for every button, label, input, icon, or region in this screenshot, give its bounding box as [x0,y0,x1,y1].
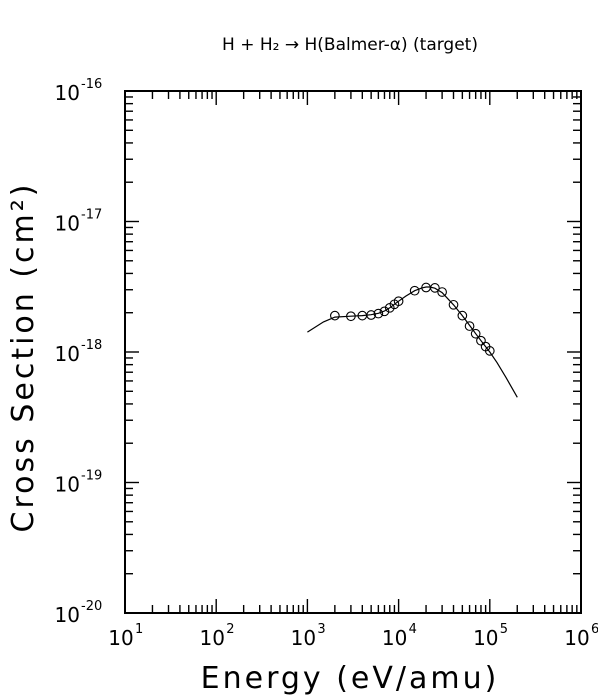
data-point [457,310,468,321]
x-tick-label: 10 [564,626,589,650]
data-point [448,299,459,310]
data-point [409,285,420,296]
y-tick-label: 10 [55,212,80,236]
x-tick-exponent: 3 [317,622,325,637]
data-point [464,321,475,331]
x-tick-exponent: 6 [591,622,598,637]
y-tick-label: 10 [55,81,80,105]
x-tick-exponent: 4 [409,622,417,637]
y-tick-label: 10 [55,342,80,366]
chart-title: H + H₂ → H(Balmer-α) (target) [222,35,478,55]
x-tick-label: 10 [473,626,498,650]
x-tick-exponent: 1 [135,622,143,637]
data-point [437,287,447,297]
y-tick-exponent: -20 [81,599,102,614]
x-tick-label: 10 [291,626,316,650]
data-point [346,311,356,322]
data-point [476,335,486,346]
data-point [366,310,376,320]
data-point [330,310,340,321]
y-tick-label: 10 [55,473,80,497]
plot-frame [124,90,582,614]
data-point [379,306,390,317]
data-points [330,282,495,356]
x-tick-exponent: 2 [226,622,234,637]
y-tick-exponent: -18 [81,338,102,353]
data-point [430,283,440,293]
y-tick-exponent: -17 [81,208,102,223]
x-tick-label: 10 [382,626,407,650]
x-minor-ticks [124,91,578,613]
y-tick-label: 10 [55,603,80,627]
y-minor-ticks [125,96,581,614]
x-axis-label: Energy (eV/amu) [201,661,500,696]
data-point [484,346,495,356]
y-axis-label: Cross Section (cm²) [6,182,41,533]
data-point [373,308,384,319]
data-point [470,328,481,339]
x-tick-label: 10 [199,626,224,650]
y-tick-exponent: -16 [81,77,102,92]
x-tick-labels: 10 1 10 2 10 3 10 4 10 5 10 6 [108,622,598,650]
data-point [393,296,404,307]
x-tick-label: 10 [108,626,133,650]
y-tick-exponent: -19 [81,469,102,484]
x-tick-exponent: 5 [500,622,508,637]
